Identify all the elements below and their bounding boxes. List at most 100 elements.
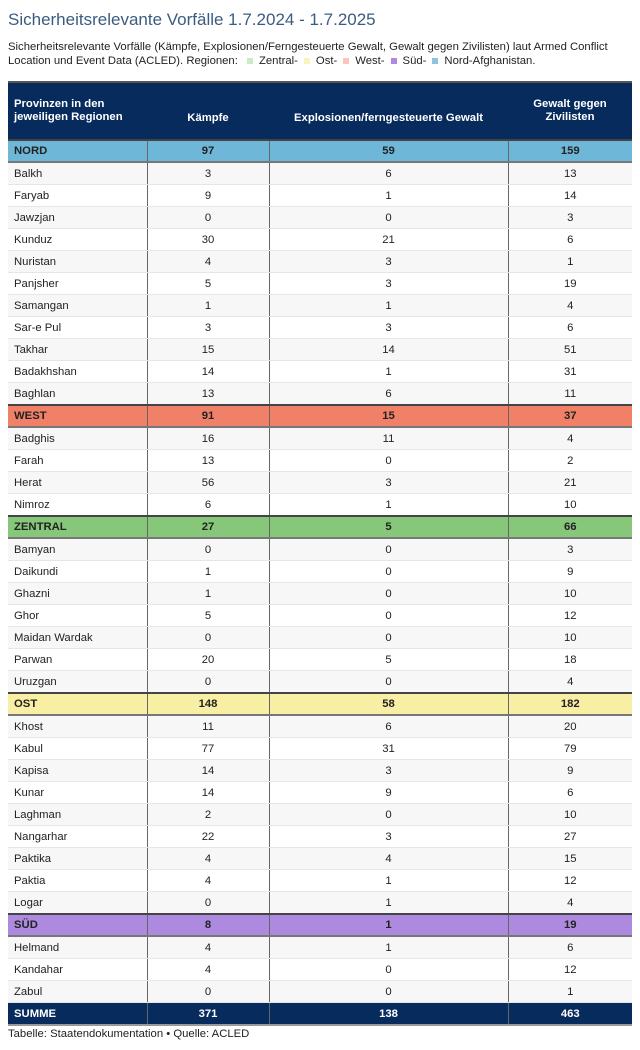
cell-value: 18: [507, 648, 632, 671]
province-row: Sar-e Pul 3 3 6: [8, 316, 632, 339]
row-label: WEST: [8, 404, 147, 428]
source-footer: Tabelle: Staatendokumentation • Quelle: …: [8, 1028, 250, 1040]
row-label: Sar-e Pul: [8, 316, 147, 339]
row-label: Panjsher: [8, 272, 147, 295]
cell-value: 1: [268, 936, 508, 959]
cell-value: 5: [146, 604, 269, 627]
cell-value: 0: [146, 670, 269, 694]
cell-value: 37: [507, 404, 632, 428]
cell-value: 20: [146, 648, 269, 671]
province-row: Daikundi 1 0 9: [8, 560, 632, 583]
row-label: Kandahar: [8, 958, 147, 981]
row-label: Faryab: [8, 184, 147, 207]
province-row: Nangarhar 22 3 27: [8, 825, 632, 848]
row-label: Nimroz: [8, 493, 147, 517]
cell-value: 11: [507, 382, 632, 406]
cell-value: 4: [146, 250, 269, 273]
legend-label: Ost-: [315, 55, 338, 67]
cell-value: 21: [507, 471, 632, 494]
table-body: NORD 97 59 159 Balkh 3 6 13 Faryab 9 1 14 Jawzjan 0 0 3…: [8, 139, 632, 1026]
province-row: Panjsher 5 3 19: [8, 272, 632, 295]
legend-swatch: [343, 57, 350, 64]
region-row: SÜD 8 1 19: [8, 913, 632, 937]
cell-value: 3: [268, 250, 508, 273]
province-row: Logar 0 1 4: [8, 891, 632, 915]
row-label: Zabul: [8, 980, 147, 1003]
cell-value: 1: [146, 560, 269, 583]
cell-value: 10: [507, 493, 632, 517]
row-label: Paktika: [8, 847, 147, 870]
cell-value: 1: [268, 891, 508, 915]
province-row: Khost 11 6 20: [8, 715, 632, 738]
cell-value: 58: [268, 692, 508, 716]
province-row: Kabul 77 31 79: [8, 737, 632, 760]
cell-value: 10: [507, 803, 632, 826]
row-label: Kunar: [8, 781, 147, 804]
row-label: Badghis: [8, 427, 147, 450]
cell-value: 15: [146, 338, 269, 361]
cell-value: 11: [146, 715, 269, 738]
region-row: OST 148 58 182: [8, 692, 632, 716]
cell-value: 182: [507, 692, 632, 716]
cell-value: 5: [268, 648, 508, 671]
legend-swatch: [390, 57, 397, 64]
region-row: ZENTRAL 27 5 66: [8, 515, 632, 539]
cell-value: 6: [268, 715, 508, 738]
province-row: Ghazni 1 0 10: [8, 582, 632, 605]
cell-value: 10: [507, 626, 632, 649]
row-label: Nuristan: [8, 250, 147, 273]
cell-value: 0: [268, 604, 508, 627]
cell-value: 0: [268, 449, 508, 472]
cell-value: 77: [146, 737, 269, 760]
cell-value: 59: [268, 139, 508, 163]
cell-value: 2: [507, 449, 632, 472]
province-row: Nimroz 6 1 10: [8, 493, 632, 517]
cell-value: 66: [507, 515, 632, 539]
row-label: NORD: [8, 139, 147, 163]
cell-value: 4: [507, 427, 632, 450]
cell-value: 27: [146, 515, 269, 539]
cell-value: 14: [507, 184, 632, 207]
cell-value: 159: [507, 139, 632, 163]
cell-value: 0: [268, 582, 508, 605]
row-label: Uruzgan: [8, 670, 147, 694]
cell-value: 1: [268, 360, 508, 383]
row-label: SÜD: [8, 913, 147, 937]
cell-value: 56: [146, 471, 269, 494]
province-row: Uruzgan 0 0 4: [8, 670, 632, 694]
cell-value: 97: [146, 139, 269, 163]
cell-value: 3: [268, 272, 508, 295]
cell-value: 3: [146, 316, 269, 339]
page-title: Sicherheitsrelevante Vorfälle 1.7.2024 -…: [8, 10, 376, 29]
legend-label: Nord-Afghanistan.: [444, 55, 536, 67]
region-row: WEST 91 15 37: [8, 404, 632, 428]
cell-value: 14: [146, 781, 269, 804]
province-row: Paktia 4 1 12: [8, 869, 632, 892]
cell-value: 0: [146, 980, 269, 1003]
province-row: Kapisa 14 3 9: [8, 759, 632, 782]
cell-value: 16: [146, 427, 269, 450]
cell-value: 4: [507, 670, 632, 694]
cell-value: 1: [146, 582, 269, 605]
cell-value: 4: [146, 869, 269, 892]
legend-swatch: [432, 57, 439, 64]
province-row: Ghor 5 0 12: [8, 604, 632, 627]
cell-value: 14: [268, 338, 508, 361]
cell-value: 6: [507, 228, 632, 251]
cell-value: 20: [507, 715, 632, 738]
cell-value: 371: [146, 1002, 269, 1026]
cell-value: 5: [268, 515, 508, 539]
row-label: Helmand: [8, 936, 147, 959]
cell-value: 14: [146, 360, 269, 383]
cell-value: 1: [268, 913, 508, 937]
province-row: Zabul 0 0 1: [8, 980, 632, 1003]
cell-value: 3: [507, 538, 632, 561]
cell-value: 1: [268, 869, 508, 892]
cell-value: 31: [507, 360, 632, 383]
column-header-province: Provinzen in den jeweiligen Regionen: [8, 81, 147, 140]
province-row: Faryab 9 1 14: [8, 184, 632, 207]
cell-value: 4: [146, 936, 269, 959]
cell-value: 9: [507, 560, 632, 583]
cell-value: 6: [507, 936, 632, 959]
row-label: Khost: [8, 715, 147, 738]
